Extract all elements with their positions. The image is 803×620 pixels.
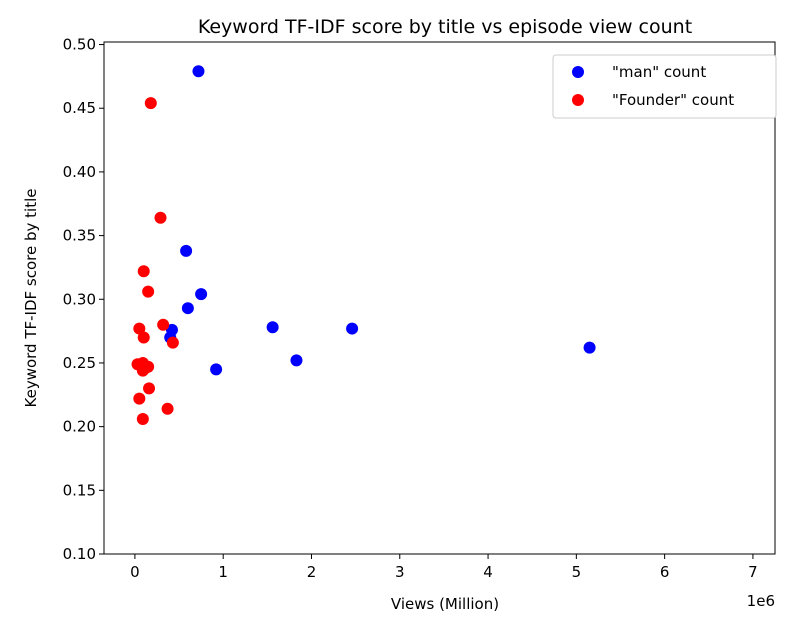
data-point-series-0: [583, 341, 596, 354]
data-point-series-1: [157, 318, 170, 331]
plot-area-frame: [103, 41, 776, 555]
y-tick-label: 0.20: [63, 418, 96, 436]
data-point-series-0: [266, 321, 279, 334]
legend: "man" count "Founder" count: [552, 54, 777, 119]
chart-title: Keyword TF-IDF score by title vs episode…: [198, 16, 692, 38]
data-point-series-0: [346, 322, 359, 335]
legend-frame: [552, 54, 777, 119]
x-tick-label: 1: [218, 563, 228, 581]
data-point-series-1: [137, 331, 150, 344]
x-tick-label: 2: [307, 563, 317, 581]
x-tick-label: 0: [130, 563, 140, 581]
x-tick-label: 4: [483, 563, 493, 581]
y-tick-label: 0.50: [63, 36, 96, 54]
data-point-series-1: [133, 322, 146, 335]
data-point-series-1: [142, 285, 155, 298]
data-point-series-1: [143, 382, 156, 395]
data-point-series-0: [192, 65, 205, 78]
data-point-series-0: [181, 302, 194, 315]
x-tick-label: 5: [572, 563, 582, 581]
data-point-series-0: [180, 244, 193, 257]
y-tick-label: 0.45: [63, 99, 96, 117]
y-axis-label: Keyword TF-IDF score by title: [22, 189, 40, 408]
legend-marker-series-0: [572, 66, 584, 78]
legend-label-series-1: "Founder" count: [612, 91, 734, 109]
data-point-series-1: [154, 211, 167, 224]
y-tick-label: 0.30: [63, 290, 96, 308]
data-point-series-1: [166, 336, 179, 349]
data-point-series-1: [136, 412, 149, 425]
y-tick-label: 0.10: [63, 545, 96, 563]
data-point-series-0: [290, 354, 303, 367]
legend-marker-series-1: [572, 94, 584, 106]
x-tick-label: 6: [660, 563, 670, 581]
y-tick-label: 0.40: [63, 163, 96, 181]
x-axis: 0 1 2 3 4 5 6 7: [130, 554, 758, 581]
data-point-series-1: [144, 97, 157, 110]
data-point-series-1: [137, 265, 150, 278]
data-point-series-1: [136, 364, 149, 377]
y-axis: 0.10 0.15 0.20 0.25 0.30 0.35 0.40 0.45 0.50: [63, 36, 104, 563]
y-tick-label: 0.15: [63, 481, 96, 499]
x-axis-label: Views (Million): [391, 595, 499, 613]
x-tick-label: 7: [748, 563, 758, 581]
data-point-series-0: [195, 288, 208, 301]
data-points: [131, 65, 596, 425]
data-point-series-1: [133, 392, 146, 405]
x-axis-offset-label: 1e6: [747, 592, 775, 610]
legend-label-series-0: "man" count: [612, 63, 706, 81]
y-tick-label: 0.25: [63, 354, 96, 372]
y-tick-label: 0.35: [63, 227, 96, 245]
x-tick-label: 3: [395, 563, 405, 581]
data-point-series-0: [210, 363, 223, 376]
data-point-series-1: [161, 402, 174, 415]
